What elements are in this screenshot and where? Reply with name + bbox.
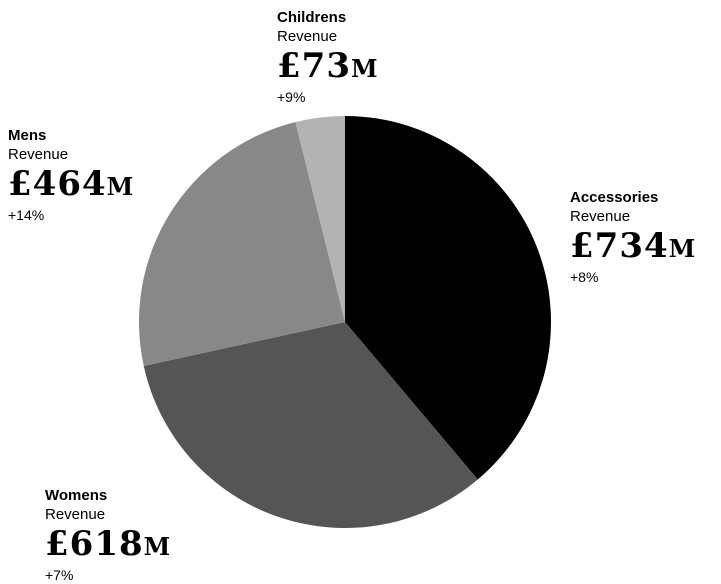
revenue-value: £734M (570, 227, 695, 268)
currency-symbol: £ (277, 46, 302, 86)
currency-symbol: £ (45, 524, 70, 564)
label-childrens: Childrens Revenue £73M +9% (277, 9, 378, 106)
revenue-value: £618M (45, 525, 170, 566)
revenue-unit: M (668, 234, 696, 263)
revenue-unit: M (143, 532, 171, 561)
revenue-amount: 734 (594, 226, 669, 266)
label-womens: Womens Revenue £618M +7% (45, 487, 170, 584)
change-percent: +8% (570, 269, 599, 285)
category-name: Mens (8, 127, 47, 144)
pie-slice-accessories (345, 116, 552, 480)
change-percent: +14% (8, 207, 45, 223)
revenue-amount: 464 (32, 164, 107, 204)
measure-label: Revenue (277, 28, 338, 45)
measure-label: Revenue (570, 208, 631, 225)
revenue-amount: 618 (69, 524, 144, 564)
measure-label: Revenue (8, 146, 69, 163)
revenue-unit: M (106, 172, 134, 201)
pie-slice-mens (139, 122, 345, 367)
change-percent: +9% (277, 89, 306, 105)
revenue-value: £73M (277, 47, 378, 88)
category-name: Womens (45, 487, 108, 504)
label-mens: Mens Revenue £464M +14% (8, 127, 133, 224)
revenue-unit: M (351, 54, 378, 83)
pie-slice-womens (143, 322, 478, 528)
measure-label: Revenue (45, 506, 106, 523)
category-name: Accessories (570, 189, 659, 206)
pie-slice-childrens (295, 116, 345, 322)
revenue-amount: 73 (301, 46, 351, 86)
label-accessories: Accessories Revenue £734M +8% (570, 189, 695, 286)
currency-symbol: £ (570, 226, 595, 266)
revenue-value: £464M (8, 165, 133, 206)
currency-symbol: £ (8, 164, 33, 204)
category-name: Childrens (277, 9, 347, 26)
change-percent: +7% (45, 567, 74, 583)
